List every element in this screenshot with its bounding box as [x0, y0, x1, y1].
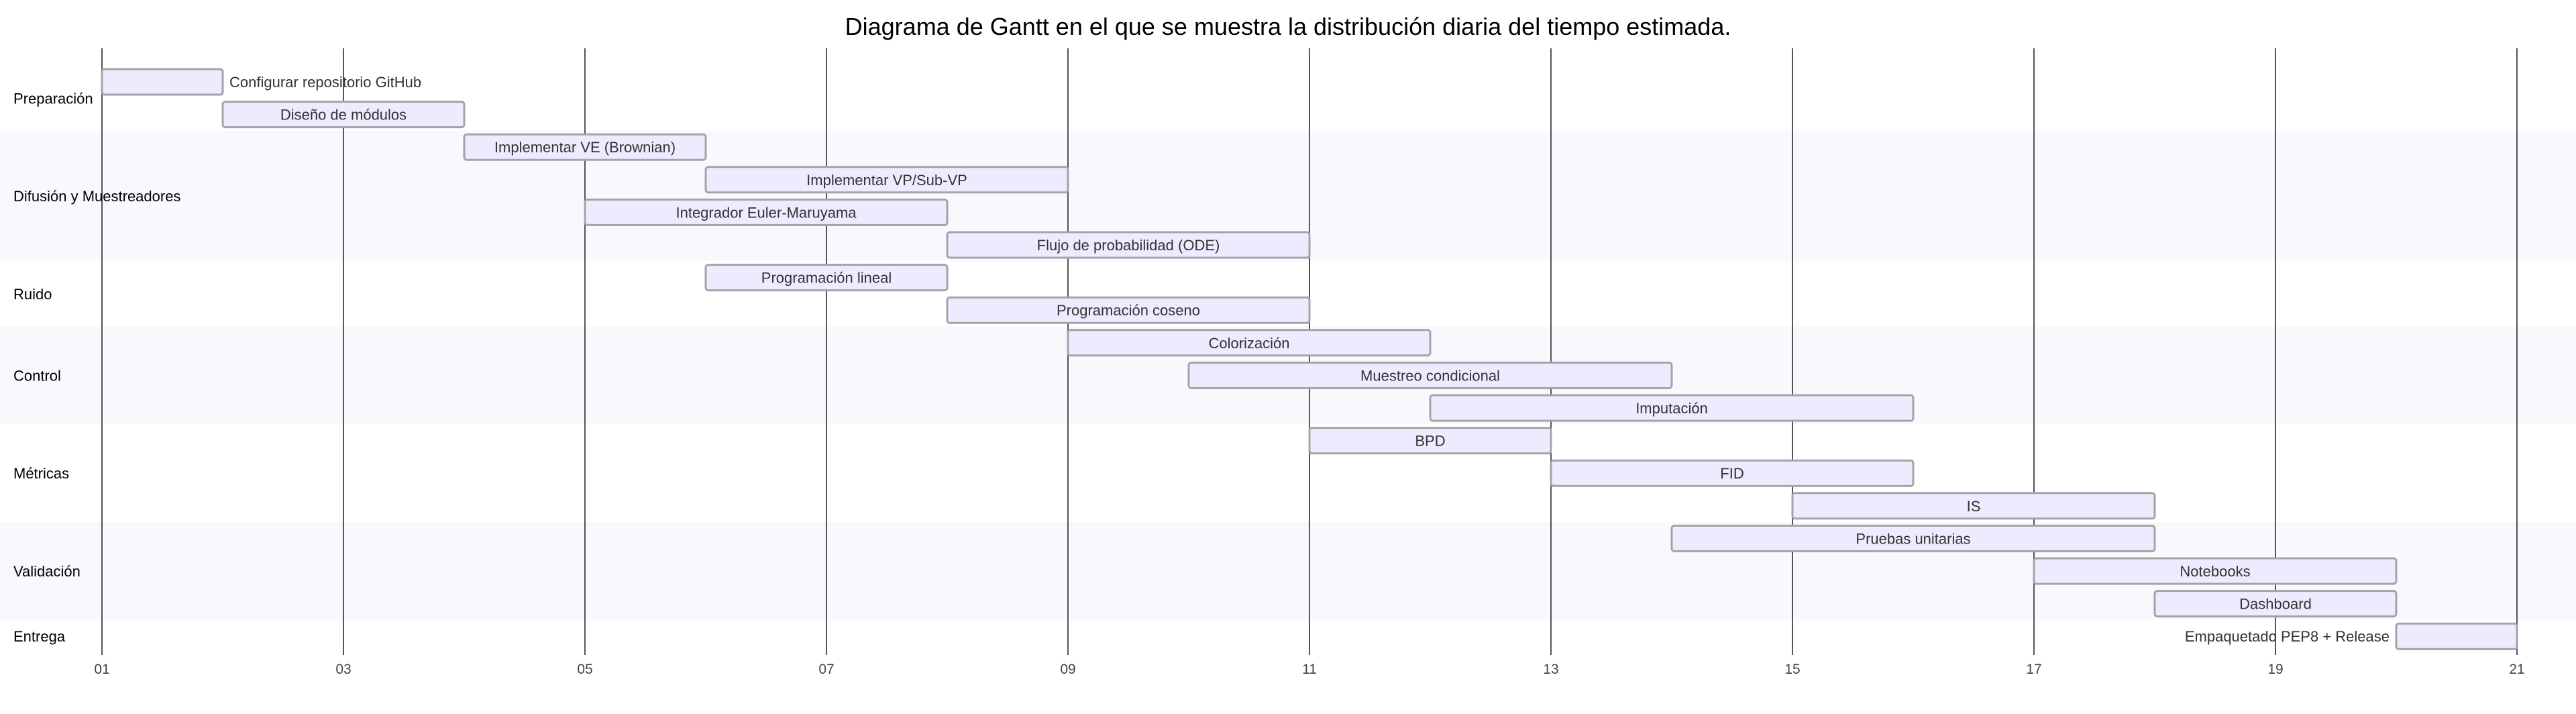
task-bar: [946, 296, 1311, 324]
section-label: Métricas: [13, 465, 69, 482]
section-labels: Preparación Difusión y Muestreadores Ruido…: [13, 90, 180, 645]
task-bar: [1067, 329, 1432, 357]
task-label: Implementar VP/Sub-VP: [806, 172, 967, 189]
task-label: Programación lineal: [761, 270, 892, 287]
task-bar: [2033, 557, 2398, 585]
section-label: Ruido: [13, 286, 52, 303]
section-band: [0, 424, 2576, 523]
task-label: Configurar repositorio GitHub: [229, 74, 421, 91]
task-label: Programación coseno: [1057, 302, 1200, 319]
section-band: [0, 619, 2576, 653]
tick-label: 17: [2026, 662, 2041, 677]
task-label: Imputación: [1635, 400, 1708, 417]
tick-label: 21: [2509, 662, 2524, 677]
task-label: Diseño de módulos: [280, 107, 407, 123]
task-bars: Configurar repositorio GitHub Diseño de m…: [101, 68, 2518, 650]
task-label: Pruebas unitarias: [1856, 530, 1970, 547]
section-label: Preparación: [13, 90, 93, 107]
task-label: Empaquetado PEP8 + Release: [2185, 628, 2390, 645]
task-bar: [946, 231, 1311, 259]
tick-label: 07: [818, 662, 834, 677]
task-bar: [1670, 524, 2156, 552]
tick-label: 15: [1784, 662, 1800, 677]
section-label: Control: [13, 367, 61, 384]
task-label: BPD: [1415, 433, 1445, 450]
x-axis-tick-labels: 01 03 05 07 09 11 13 15 17 19 21: [94, 662, 2524, 677]
section-label: Difusión y Muestreadores: [13, 188, 180, 205]
task-bar: [2395, 622, 2518, 650]
tick-label: 13: [1543, 662, 1558, 677]
tick-label: 19: [2267, 662, 2283, 677]
task-label: Notebooks: [2180, 563, 2250, 580]
task-bar: [1791, 492, 2156, 520]
task-bar: [2153, 590, 2398, 618]
tick-label: 05: [577, 662, 592, 677]
task-bar: [221, 101, 466, 129]
tick-label: 03: [335, 662, 351, 677]
tick-label: 09: [1060, 662, 1075, 677]
task-bar: [1308, 427, 1552, 455]
chart-title: Diagrama de Gantt en el que se muestra l…: [845, 13, 1731, 40]
section-label: Validación: [13, 563, 80, 580]
tick-label: 01: [94, 662, 109, 677]
task-bar: [1429, 394, 1915, 422]
task-label: IS: [1967, 498, 1981, 515]
task-bar: [704, 264, 949, 292]
task-bar: [1187, 361, 1673, 389]
task-bar: [463, 133, 707, 161]
task-label: Integrador Euler-Maruyama: [676, 204, 857, 221]
section-label: Entrega: [13, 628, 66, 645]
tick-label: 11: [1302, 662, 1317, 677]
task-label: FID: [1720, 465, 1743, 482]
task-bar: [1550, 459, 1915, 487]
task-bar: [704, 166, 1069, 194]
task-label: Flujo de probabilidad (ODE): [1037, 237, 1220, 254]
task-bar: [101, 68, 224, 96]
task-label: Colorización: [1208, 335, 1289, 352]
task-label: Implementar VE (Brownian): [494, 139, 676, 156]
task-label: Dashboard: [2239, 596, 2312, 613]
task-bar: [584, 198, 949, 226]
task-label: Muestreo condicional: [1360, 367, 1500, 384]
